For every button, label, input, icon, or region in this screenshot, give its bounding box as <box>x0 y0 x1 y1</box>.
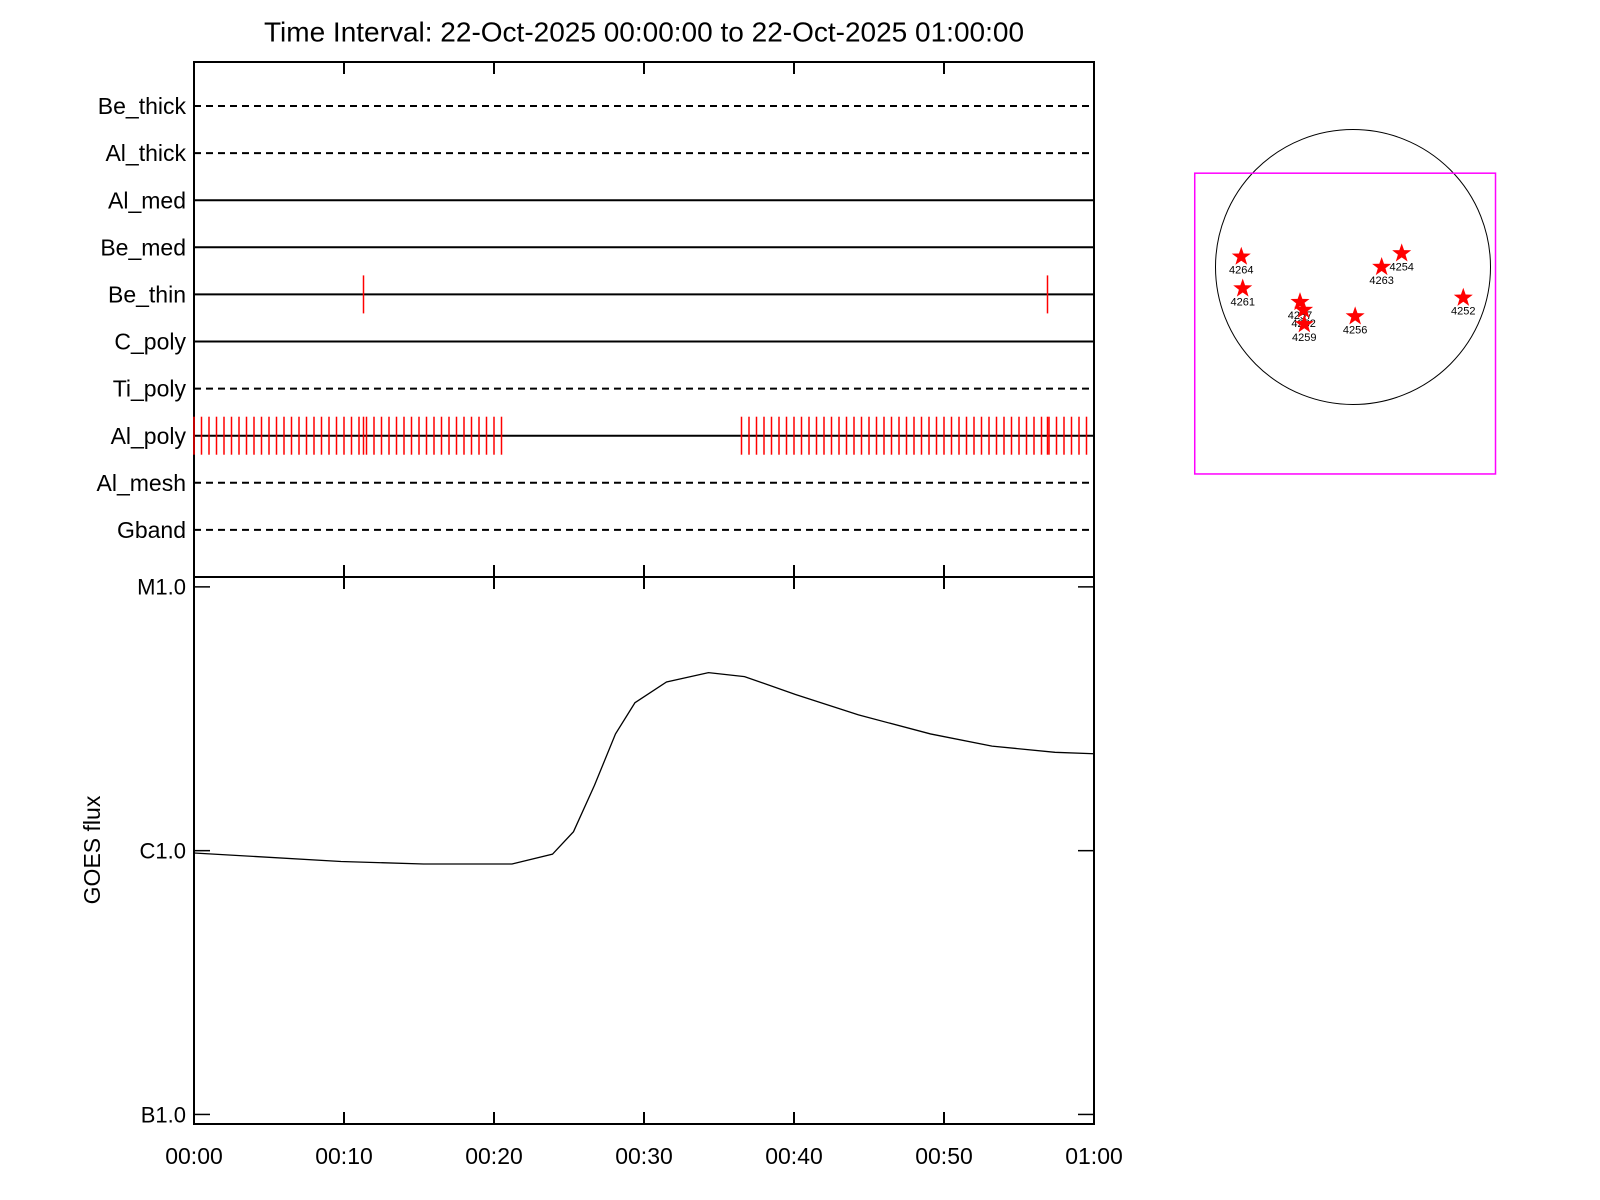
x-tick-label: 00:50 <box>915 1143 973 1169</box>
region-marker <box>1233 278 1253 297</box>
region-marker <box>1345 306 1365 325</box>
x-tick-label: 00:10 <box>315 1143 373 1169</box>
region-label: 4252 <box>1451 306 1475 318</box>
region-marker <box>1290 292 1310 311</box>
x-tick-label: 00:00 <box>165 1143 223 1169</box>
row-label: Ti_poly <box>113 376 187 402</box>
region-marker <box>1294 299 1314 319</box>
region-label: 4259 <box>1292 332 1316 344</box>
timeline-frame <box>193 61 1095 578</box>
region-label: 4263 <box>1369 275 1393 287</box>
row-label: Al_thick <box>105 140 186 166</box>
row-label: Al_mesh <box>97 470 186 496</box>
row-label: Gband <box>117 517 186 543</box>
row-label: Al_poly <box>111 423 187 449</box>
region-label: 4264 <box>1229 265 1253 277</box>
region-marker <box>1392 243 1412 262</box>
region-marker <box>1231 246 1251 265</box>
x-tick-label: 00:30 <box>615 1143 673 1169</box>
y-tick-label: C1.0 <box>140 838 186 863</box>
region-marker <box>1453 287 1473 306</box>
row-label: Al_med <box>108 187 186 213</box>
region-marker <box>1294 314 1314 333</box>
y-axis-label: GOES flux <box>79 795 105 904</box>
flux-line <box>193 671 1095 865</box>
x-tick-label: 00:20 <box>465 1143 523 1169</box>
y-tick-label: M1.0 <box>137 575 186 600</box>
region-label: 4256 <box>1343 324 1367 336</box>
y-tick-label: B1.0 <box>141 1102 186 1127</box>
x-tick-label: 00:40 <box>765 1143 823 1169</box>
row-label: Be_thin <box>108 281 186 307</box>
region-label: 4254 <box>1389 261 1413 273</box>
chart-title: Time Interval: 22-Oct-2025 00:00:00 to 2… <box>264 16 1024 47</box>
field-of-view <box>1193 172 1497 475</box>
row-label: Be_med <box>100 234 186 260</box>
region-label: 4261 <box>1230 296 1254 308</box>
row-label: C_poly <box>114 329 186 355</box>
region-marker <box>1372 257 1392 276</box>
x-tick-label: 01:00 <box>1065 1143 1123 1169</box>
plot-frame <box>193 576 1095 1125</box>
row-label: Be_thick <box>98 93 187 119</box>
solar-disk <box>1215 129 1491 405</box>
